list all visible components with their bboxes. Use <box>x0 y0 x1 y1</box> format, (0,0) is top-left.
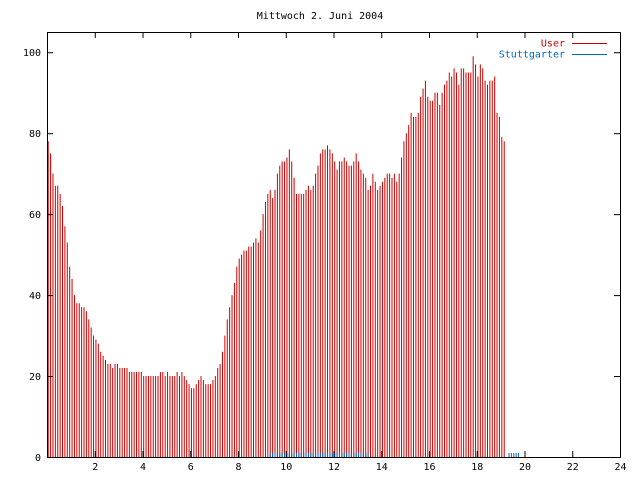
bars-layer <box>47 56 520 457</box>
x-tick-label: 6 <box>188 462 194 473</box>
legend-label: Stuttgarter <box>499 50 565 61</box>
y-tick-label: 0 <box>35 453 41 464</box>
x-tick-label: 2 <box>92 462 98 473</box>
x-tick-label: 14 <box>376 462 388 473</box>
x-tick-label: 4 <box>140 462 146 473</box>
x-tick-label: 8 <box>235 462 241 473</box>
x-tick-label: 12 <box>328 462 340 473</box>
y-tick-label: 60 <box>29 210 41 221</box>
chart-title: Mittwoch 2. Juni 2004 <box>257 11 383 22</box>
y-tick-label: 80 <box>29 129 41 140</box>
x-tick-label: 16 <box>423 462 435 473</box>
x-tick-label: 18 <box>471 462 483 473</box>
x-tick-label: 22 <box>567 462 579 473</box>
plot-frame <box>47 32 621 458</box>
y-tick-label: 20 <box>29 372 41 383</box>
x-tick-label: 20 <box>519 462 531 473</box>
y-tick-label: 40 <box>29 291 41 302</box>
legend-label: User <box>541 39 565 50</box>
x-tick-label: 24 <box>614 462 626 473</box>
y-tick-label: 100 <box>23 48 41 59</box>
x-tick-label: 10 <box>280 462 292 473</box>
